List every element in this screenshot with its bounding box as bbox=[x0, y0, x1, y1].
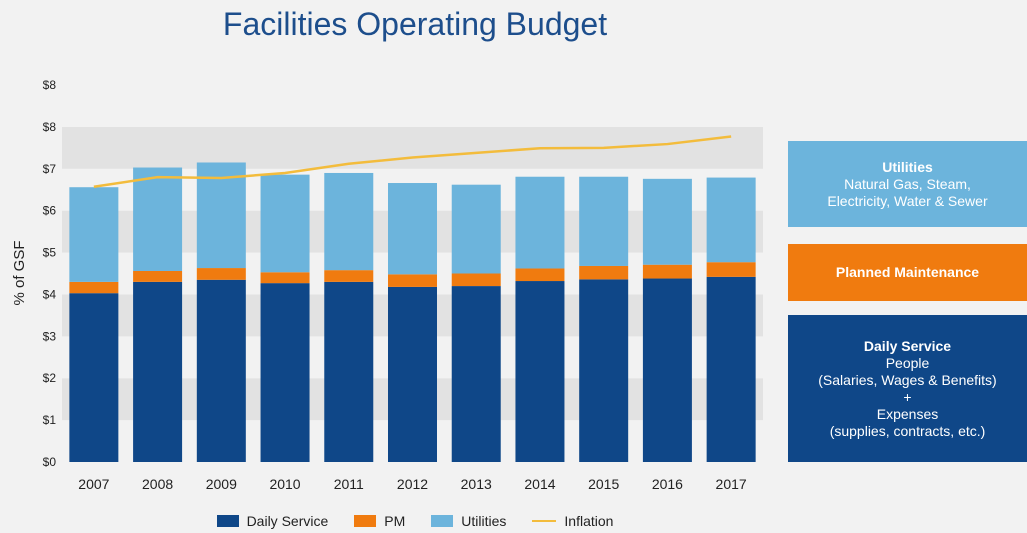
x-tick-label: 2011 bbox=[334, 476, 364, 492]
bar-segment-daily-service bbox=[706, 276, 756, 462]
legend-item-pm: PM bbox=[354, 513, 405, 529]
inflation-line bbox=[93, 135, 732, 189]
legend-label: Utilities bbox=[461, 513, 507, 529]
x-tick-label: 2016 bbox=[652, 476, 683, 492]
daily-service-box-line: People bbox=[885, 354, 930, 371]
bar-segment-pm bbox=[515, 268, 565, 282]
daily-service-box-title: Daily Service bbox=[863, 337, 952, 354]
legend-label: Inflation bbox=[564, 513, 614, 529]
bar-segment-pm bbox=[324, 270, 374, 282]
bar-segment-utilities bbox=[260, 174, 310, 273]
bar-segment-utilities bbox=[69, 187, 119, 282]
bar-segment-daily-service bbox=[515, 281, 565, 462]
bar-segment-utilities bbox=[579, 176, 629, 266]
bar-segment-daily-service bbox=[579, 279, 629, 462]
bar-segment-pm bbox=[451, 273, 501, 287]
daily-service-box-line: (Salaries, Wages & Benefits) bbox=[818, 371, 997, 388]
bar-segment-utilities bbox=[706, 177, 756, 263]
legend-item-utilities: Utilities bbox=[431, 513, 506, 529]
legend-swatch-line bbox=[532, 520, 557, 522]
bar-segment-utilities bbox=[451, 184, 501, 274]
bar-segment-daily-service bbox=[324, 281, 374, 462]
bar-segment-pm bbox=[260, 272, 310, 284]
bar-segment-daily-service bbox=[133, 281, 183, 462]
legend-item-daily-service: Daily Service bbox=[216, 513, 329, 529]
x-tick-label: 2007 bbox=[78, 476, 109, 492]
legend-item-inflation: Inflation bbox=[532, 513, 613, 529]
y-tick-label: $0 bbox=[43, 455, 57, 469]
y-tick-label: $4 bbox=[43, 287, 57, 301]
x-tick-label: 2013 bbox=[461, 476, 492, 492]
bar-segment-utilities bbox=[515, 176, 565, 269]
daily-service-box-line: + bbox=[903, 388, 912, 405]
pm-box-title: Planned Maintenance bbox=[835, 264, 980, 280]
utilities-box-line: Electricity, Water & Sewer bbox=[827, 192, 988, 209]
bar-segment-daily-service bbox=[69, 293, 119, 462]
daily-service-box-line: (supplies, contracts, etc.) bbox=[829, 422, 986, 439]
bar-segment-pm bbox=[196, 268, 246, 280]
bar-segment-daily-service bbox=[451, 286, 501, 462]
utilities-box-line: Natural Gas, Steam, bbox=[844, 175, 971, 192]
chart-legend: Daily Service PM Utilities Inflation bbox=[0, 513, 830, 529]
bar-segment-pm bbox=[642, 264, 692, 279]
utilities-box-title: Utilities bbox=[882, 158, 933, 175]
x-tick-label: 2008 bbox=[142, 476, 173, 492]
bar-segment-utilities bbox=[642, 178, 692, 265]
bar-segment-daily-service bbox=[642, 278, 692, 462]
bar-segment-pm bbox=[69, 281, 119, 294]
bar-segment-pm bbox=[388, 274, 437, 287]
daily-service-info-box: Daily Service People (Salaries, Wages & … bbox=[788, 315, 1027, 462]
bar-segment-pm bbox=[706, 262, 756, 277]
y-tick-label: $3 bbox=[43, 329, 57, 343]
legend-label: Daily Service bbox=[246, 513, 329, 529]
x-tick-label: 2009 bbox=[206, 476, 237, 492]
bar-segment-utilities bbox=[133, 167, 183, 271]
bar-segment-daily-service bbox=[388, 286, 437, 462]
utilities-info-box: Utilities Natural Gas, Steam, Electricit… bbox=[788, 141, 1027, 227]
y-axis-label: % of GSF bbox=[11, 240, 28, 305]
daily-service-box-line: Expenses bbox=[876, 405, 939, 422]
x-tick-label: 2014 bbox=[524, 476, 555, 492]
legend-swatch bbox=[354, 515, 377, 527]
grid-band bbox=[62, 85, 763, 127]
y-tick-label: $5 bbox=[43, 246, 57, 260]
bar-segment-pm bbox=[579, 265, 629, 280]
y-tick-label: $2 bbox=[43, 371, 57, 385]
y-tick-label: $7 bbox=[43, 162, 57, 176]
x-tick-label: 2015 bbox=[588, 476, 619, 492]
x-tick-label: 2012 bbox=[397, 476, 428, 492]
legend-swatch bbox=[431, 515, 454, 527]
bar-segment-utilities bbox=[196, 162, 246, 269]
bar-segment-utilities bbox=[388, 183, 437, 275]
planned-maintenance-info-box: Planned Maintenance bbox=[788, 244, 1027, 301]
chart-title: Facilities Operating Budget bbox=[222, 6, 608, 42]
bar-segment-pm bbox=[133, 270, 183, 282]
y-tick-label: $8 bbox=[43, 78, 57, 92]
legend-swatch bbox=[216, 515, 239, 527]
x-tick-label: 2017 bbox=[716, 476, 747, 492]
y-tick-label: $8 bbox=[43, 120, 57, 134]
bar-segment-daily-service bbox=[260, 283, 310, 462]
legend-label: PM bbox=[384, 513, 406, 529]
x-tick-label: 2010 bbox=[269, 476, 300, 492]
bar-segment-utilities bbox=[324, 172, 374, 271]
grid-band bbox=[62, 126, 763, 169]
y-tick-label: $6 bbox=[43, 204, 57, 218]
y-tick-label: $1 bbox=[43, 413, 57, 427]
bar-segment-daily-service bbox=[196, 279, 246, 462]
